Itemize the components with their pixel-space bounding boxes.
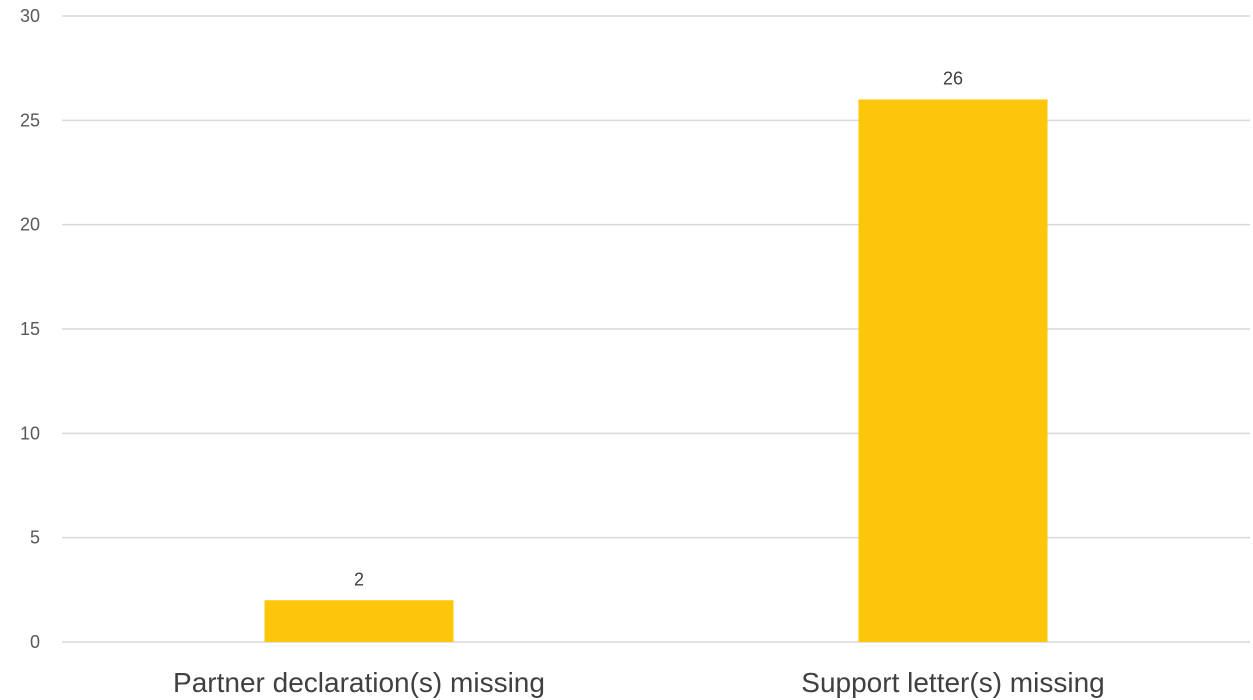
y-tick-label-15: 15 [20,319,40,339]
y-tick-label-25: 25 [20,110,40,130]
bar-support-letter-s-missing [858,99,1048,642]
y-tick-label-0: 0 [30,632,40,652]
data-labels: 2 26 [354,68,963,589]
category-label-partner-declaration-s-missing: Partner declaration(s) missing [173,667,545,698]
gridlines [62,15,1250,643]
y-tick-label-30: 30 [20,6,40,26]
y-tick-label-20: 20 [20,215,40,235]
y-tick-label-10: 10 [20,423,40,443]
bars [264,99,1048,642]
category-label-support-letter-s-missing: Support letter(s) missing [801,667,1104,698]
y-axis-tick-labels: 0 5 10 15 20 25 30 [20,6,40,652]
x-axis-category-labels: Partner declaration(s) missing Support le… [173,667,1105,698]
y-tick-label-5: 5 [30,528,40,548]
data-label-partner-declaration-s-missing: 2 [354,569,364,589]
bar-partner-declaration-s-missing [264,600,454,642]
data-label-support-letter-s-missing: 26 [943,68,963,88]
